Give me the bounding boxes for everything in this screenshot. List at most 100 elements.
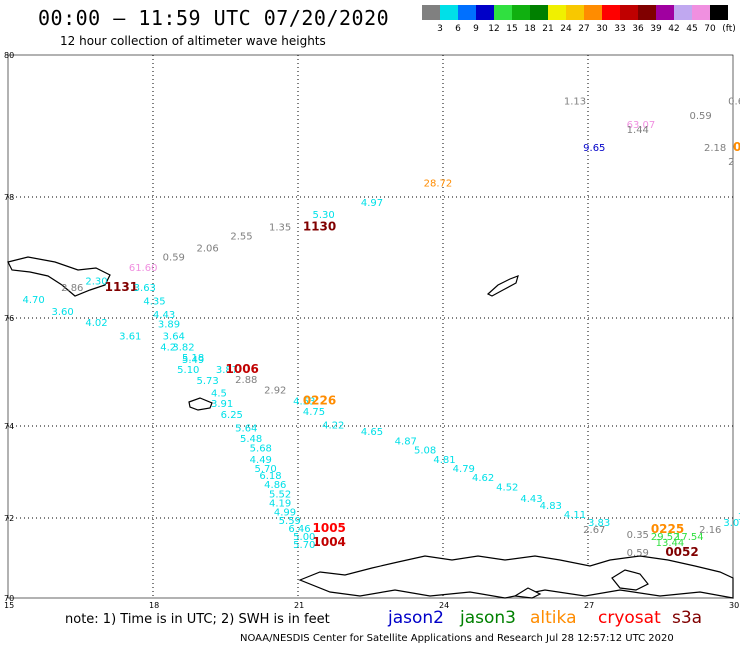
wave-height-label: 5.68 [250,443,272,454]
wave-height-label: 4.43 [153,310,175,321]
wave-height-label: 4.19 [269,499,291,510]
wave-height-label: 2.67 [583,525,605,536]
wave-height-label: 4.86 [264,480,286,491]
wave-height-label: 5.64 [235,424,257,435]
wave-height-label: 4.49 [250,455,272,466]
wave-height-label: 17.54 [675,532,704,543]
wave-height-label: 3.64 [163,332,185,343]
colorbar-label: 27 [578,24,590,34]
lat-tick-label: 74 [4,422,14,431]
wave-height-label: 5.00 [293,532,315,543]
colorbar-label: 21 [542,24,554,34]
wave-height-label: 5.70 [293,540,315,551]
wave-height-label: 5.10 [177,365,199,376]
wave-height-label: 0.59 [163,253,185,264]
wave-height-label: 2.55 [230,231,252,242]
wave-height-label: 3.89 [158,320,180,331]
wave-height-label: 1.35 [269,222,291,233]
lon-tick-label: 30 [729,601,739,610]
colorbar-label: 9 [473,24,479,34]
wave-height-label: 0.6 [728,97,740,108]
wave-height-label: 1005 [313,521,346,535]
wave-height-label: 5.48 [240,434,262,445]
wave-height-label: 0.59 [627,548,649,559]
lat-tick-label: 72 [4,514,14,523]
wave-height-label: 2.06 [197,243,219,254]
wave-height-label: 3.63 [134,283,156,294]
satellite-legend-cryosat: cryosat [598,608,661,628]
wave-height-label: 4.83 [540,501,562,512]
satellite-legend-s3a: s3a [672,608,703,628]
lon-tick-label: 15 [4,601,14,610]
colorbar-swatch [548,5,566,20]
colorbar-swatch [512,5,530,20]
wave-height-label: 4.99 [274,508,296,519]
colorbar-unit: (ft) [722,24,736,34]
satellite-legend-jason3: jason3 [460,608,516,628]
wave-height-label: 4.2 [160,342,176,353]
wave-height-label: 3.87 [216,365,238,376]
lat-tick-label: 80 [4,51,14,60]
wave-height-label: 4.97 [361,198,383,209]
wave-height-label: 5.08 [414,446,436,457]
wave-height-label: 5.59 [279,516,301,527]
wave-height-label: 1131 [105,280,138,294]
wave-height-label: 3.60 [52,307,74,318]
colorbar-swatch [566,5,584,20]
wave-height-label: 1004 [313,535,346,549]
wave-height-label: 4.87 [395,436,417,447]
colorbar-swatch [440,5,458,20]
colorbar-swatch [656,5,674,20]
wave-height-label: 4.81 [433,455,455,466]
colorbar-label: 3 [437,24,443,34]
wave-height-label: 00 [733,140,740,154]
wave-height-label: 4.35 [143,297,165,308]
colorbar-swatch [602,5,620,20]
wave-height-label: 2.16 [699,525,721,536]
wave-height-label: 3.83 [588,518,610,529]
coastline [611,569,649,591]
wave-height-label: 0226 [303,393,336,407]
wave-height-label: 4.70 [23,295,45,306]
wave-height-label: 5.49 [182,355,204,366]
wave-height-label: 6.46 [288,524,310,535]
wave-height-label: 61.60 [129,263,158,274]
wave-height-label: 4.5 [211,388,227,399]
wave-height-label: 1.44 [627,125,649,136]
wave-height-label: 4.43 [520,494,542,505]
colorbar-label: 15 [506,24,518,34]
coastline [188,397,213,411]
wave-height-label: 2.88 [235,375,257,386]
lat-tick-label: 78 [4,193,14,202]
map-title: 00:00 – 11:59 UTC 07/20/2020 [38,6,390,30]
colorbar-label: 42 [668,24,680,34]
colorbar-swatch [710,5,728,20]
wave-height-label: 4.22 [322,420,344,431]
footer-note: note: 1) Time is in UTC; 2) SWH is in fe… [65,612,330,627]
wave-height-label: 0.35 [627,530,649,541]
lat-tick-label: 70 [4,594,14,603]
wave-height-label: 1.13 [564,97,586,108]
wave-height-label: 3.20 [738,512,740,523]
wave-height-label: 3.82 [172,342,194,353]
map-frame [7,54,734,599]
wave-height-label: 4.53 [293,396,315,407]
wave-height-label: 3.09 [723,518,740,529]
colorbar-swatch [422,5,440,20]
lon-tick-label: 27 [584,601,594,610]
colorbar-label: 12 [488,24,500,34]
coastline [7,256,111,297]
colorbar-swatch [638,5,656,20]
wave-height-label: 9.65 [583,143,605,154]
colorbar-swatch [620,5,638,20]
wave-height-label: 4.62 [472,473,494,484]
wave-height-label: 1130 [303,219,336,233]
lon-tick-label: 21 [294,601,304,610]
wave-height-label: 6.25 [221,410,243,421]
wave-height-label: 0052 [665,545,698,559]
wave-height-label: 5.52 [269,489,291,500]
wave-height-label: 5.30 [313,210,335,221]
wave-height-label: 5.70 [255,464,277,475]
colorbar-label: 33 [614,24,626,34]
